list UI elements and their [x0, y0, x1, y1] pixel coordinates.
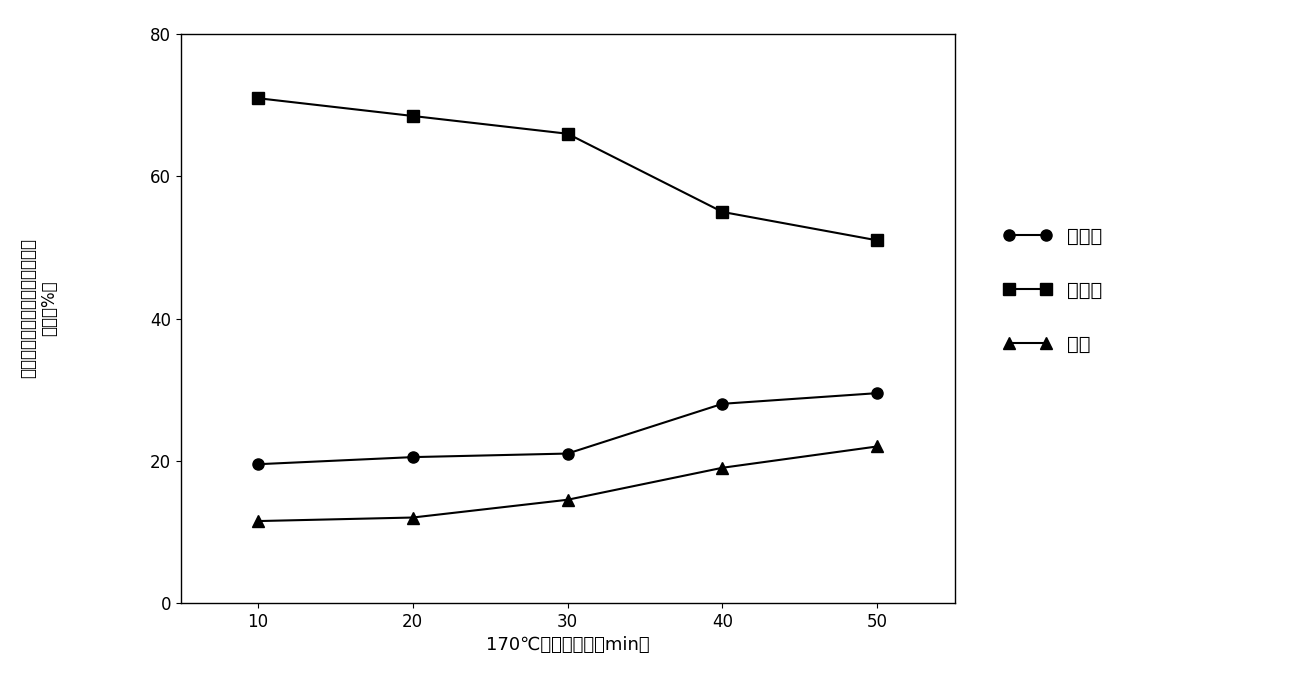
固体渣	[560, 129, 575, 138]
上清液	[250, 460, 266, 469]
X-axis label: 170℃，反应时间（min）: 170℃，反应时间（min）	[486, 636, 649, 654]
上清液	[405, 453, 421, 461]
Text: 各组分木聚糖占反应前木聚糖的
比例（%）: 各组分木聚糖占反应前木聚糖的 比例（%）	[19, 238, 58, 378]
Line: 损失: 损失	[253, 441, 882, 527]
固体渣	[405, 112, 421, 120]
损失	[715, 464, 730, 472]
上清液	[869, 389, 885, 397]
Line: 固体渣: 固体渣	[253, 92, 882, 246]
Line: 上清液: 上清液	[253, 388, 882, 470]
损失	[560, 496, 575, 504]
损失	[869, 443, 885, 451]
固体渣	[250, 94, 266, 102]
上清液	[560, 449, 575, 458]
固体渣	[869, 236, 885, 245]
固体渣	[715, 208, 730, 216]
损失	[250, 517, 266, 525]
损失	[405, 514, 421, 522]
Legend: 上清液, 固体渣, 损失: 上清液, 固体渣, 损失	[1004, 227, 1103, 353]
上清液	[715, 400, 730, 408]
